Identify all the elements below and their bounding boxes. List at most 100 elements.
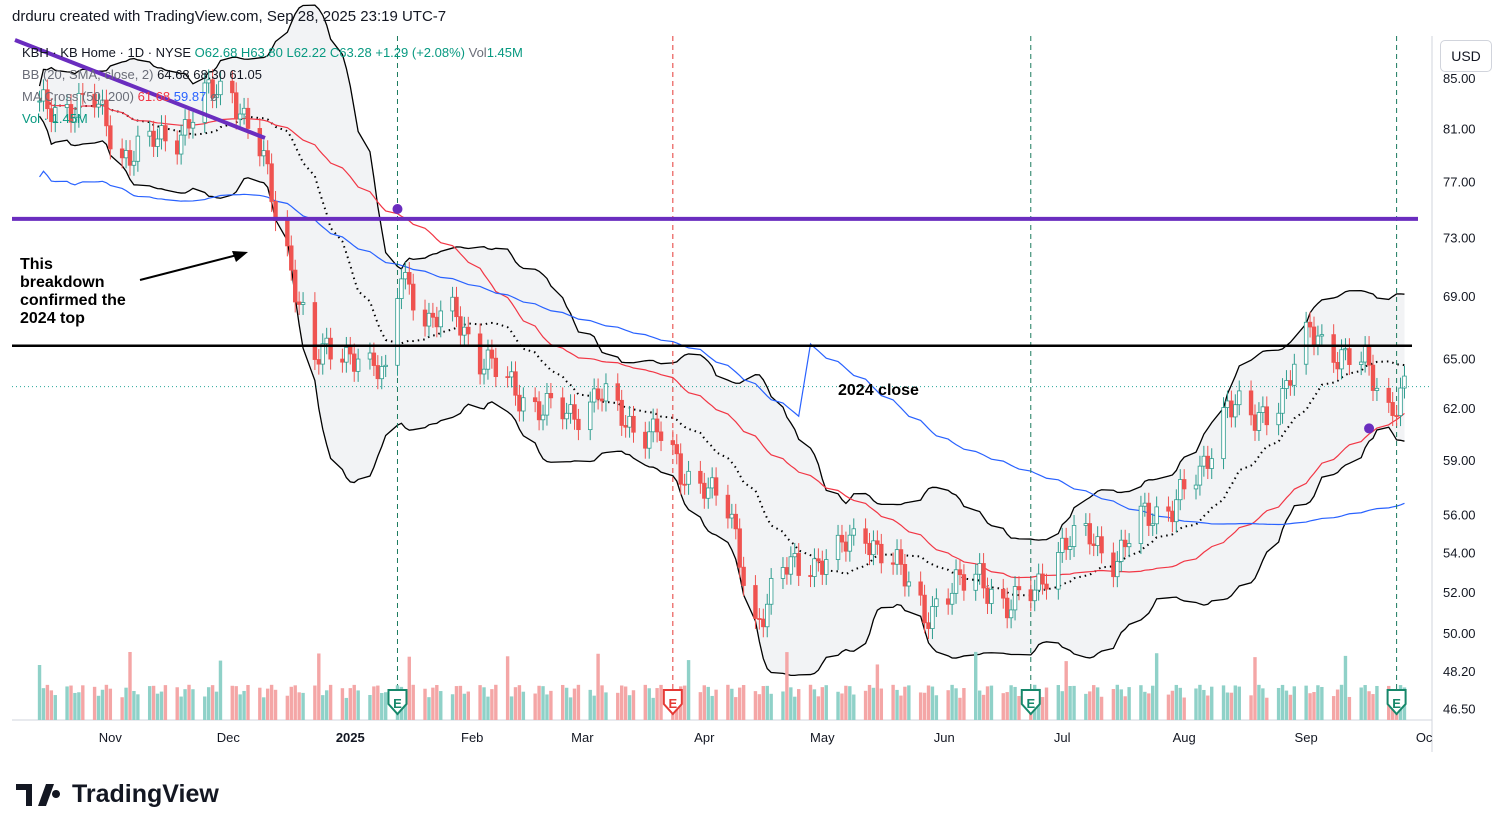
volume-bar bbox=[623, 686, 628, 720]
candle-body bbox=[780, 567, 786, 579]
crossover-dot bbox=[1364, 423, 1375, 434]
volume-bar bbox=[368, 694, 372, 720]
volume-bar bbox=[265, 688, 270, 720]
bollinger-upper bbox=[38, 4, 1405, 541]
volume-bar bbox=[1139, 685, 1143, 720]
bb-values: 64.68 68.30 61.05 bbox=[157, 67, 262, 82]
volume-bar bbox=[1276, 687, 1281, 720]
candle-body bbox=[230, 80, 235, 94]
candle-body bbox=[560, 397, 565, 420]
volume-bar bbox=[1280, 684, 1285, 720]
candle-body bbox=[237, 113, 243, 120]
volume-bar bbox=[659, 684, 663, 720]
volume-bar bbox=[1040, 697, 1045, 720]
volume-bar bbox=[793, 696, 797, 720]
visibility-icon[interactable]: ø bbox=[209, 89, 218, 104]
earnings-marker bbox=[1386, 689, 1407, 716]
volume-bar bbox=[918, 692, 923, 720]
volume-bar bbox=[81, 685, 85, 720]
candle-body bbox=[265, 150, 270, 165]
candle-body bbox=[733, 513, 738, 530]
volume-bar bbox=[356, 690, 360, 720]
volume-bar bbox=[738, 687, 742, 720]
candle-body bbox=[513, 371, 518, 396]
volume-bar bbox=[1367, 691, 1371, 720]
candle-body bbox=[434, 316, 440, 328]
downtrend-line bbox=[14, 38, 266, 140]
volume-bar bbox=[348, 688, 352, 720]
candle-body bbox=[1284, 380, 1289, 389]
candle-body bbox=[737, 528, 742, 568]
volume-value: 1.45M bbox=[486, 45, 523, 60]
candle-body bbox=[1256, 412, 1262, 431]
candle-body bbox=[296, 301, 302, 305]
volume-bar bbox=[49, 690, 54, 720]
candle-body bbox=[190, 121, 196, 129]
candle-body bbox=[784, 567, 790, 575]
volume-bar bbox=[513, 687, 518, 720]
candle-body bbox=[1319, 334, 1325, 337]
volume-bar bbox=[686, 660, 691, 720]
candle-body bbox=[871, 540, 876, 556]
bb-legend[interactable]: BB (20, SMA, close, 2) 64.68 68.30 61.05 bbox=[22, 67, 262, 82]
candle-body bbox=[1237, 390, 1242, 406]
candle-body bbox=[729, 513, 735, 519]
candle-body bbox=[477, 333, 483, 375]
symbol-info[interactable]: KBH · KB Home · 1D · NYSE bbox=[22, 45, 192, 60]
candle-body bbox=[1197, 465, 1203, 486]
tradingview-logo[interactable]: TradingView bbox=[16, 780, 219, 809]
volume-bar bbox=[151, 685, 156, 720]
volume-bar bbox=[1044, 687, 1049, 720]
volume-bar bbox=[313, 685, 317, 720]
volume-bar bbox=[816, 696, 821, 720]
candle-body bbox=[1335, 362, 1340, 370]
candle-body bbox=[214, 94, 219, 99]
volume-bar bbox=[1304, 685, 1308, 720]
volume-bar bbox=[65, 686, 69, 720]
currency-button[interactable]: USD bbox=[1440, 40, 1492, 72]
volume-bar bbox=[769, 693, 773, 720]
volume-bar bbox=[1151, 685, 1155, 720]
candle-body bbox=[902, 564, 908, 587]
volume-bar bbox=[537, 685, 541, 720]
volume-bar bbox=[1347, 696, 1352, 720]
volume-bar bbox=[1174, 684, 1179, 720]
candle-body bbox=[1331, 334, 1336, 363]
volume-bar bbox=[797, 689, 801, 720]
candle-body bbox=[682, 483, 687, 486]
candle-body bbox=[257, 128, 263, 157]
volume-bar bbox=[383, 692, 388, 720]
candle-body bbox=[796, 553, 801, 576]
candle-body bbox=[792, 553, 797, 558]
volume-bar bbox=[1143, 691, 1147, 720]
volume-bar bbox=[1312, 692, 1316, 720]
vol-pane-legend[interactable]: Vol · 1.45M bbox=[22, 111, 88, 126]
volume-bar bbox=[974, 651, 978, 720]
ma-legend[interactable]: MA Cross (50, 200) 61.68 59.87 ø bbox=[22, 89, 218, 104]
volume-bar bbox=[785, 652, 789, 720]
candle-body bbox=[1154, 506, 1159, 525]
candle-body bbox=[1252, 414, 1258, 431]
candle-body bbox=[1126, 543, 1132, 548]
volume-bar bbox=[757, 694, 762, 720]
volume-bar bbox=[1371, 694, 1375, 720]
volume-bar bbox=[285, 695, 290, 720]
candle-body bbox=[839, 534, 845, 543]
candle-body bbox=[1060, 537, 1065, 553]
candle-body bbox=[72, 116, 78, 123]
candle-body bbox=[627, 415, 632, 428]
candle-body bbox=[454, 296, 459, 318]
volume-bar bbox=[230, 685, 234, 720]
candle-body bbox=[918, 581, 923, 596]
candle-body bbox=[1248, 390, 1254, 416]
candle-body bbox=[344, 346, 349, 363]
candle-body bbox=[76, 93, 82, 118]
volume-bar bbox=[1009, 685, 1013, 720]
volume-bar bbox=[808, 684, 813, 720]
candle-body bbox=[123, 150, 129, 159]
volume-bar bbox=[753, 691, 758, 720]
candle-body bbox=[643, 431, 648, 449]
candle-body bbox=[658, 431, 664, 441]
earnings-marker-label: E bbox=[393, 696, 402, 711]
